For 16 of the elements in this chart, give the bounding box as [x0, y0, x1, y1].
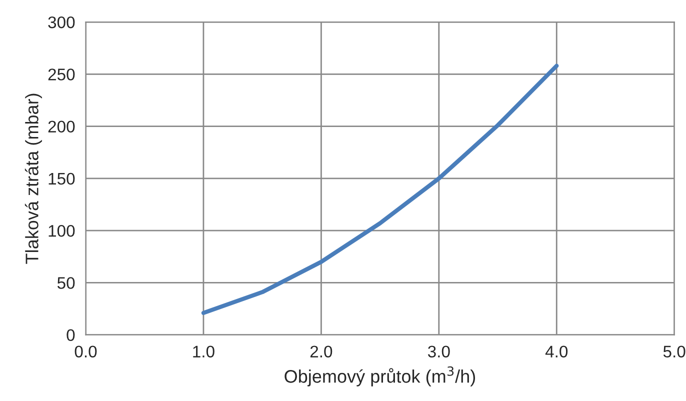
y-tick-label: 0	[66, 329, 75, 342]
x-axis-title: Objemový průtok (m$^{3}$/h)	[284, 366, 476, 386]
x-tick-label: 5.0	[663, 346, 686, 358]
y-axis-title: Tlaková ztráta (mbar)	[24, 94, 42, 264]
y-tick-label: 150	[48, 172, 75, 185]
y-tick-label: 250	[48, 68, 75, 80]
x-tick-label: 2.0	[310, 346, 332, 358]
x-tick-label: 0.0	[74, 346, 97, 358]
line-series	[201, 64, 559, 316]
y-tick-label: 200	[48, 120, 75, 133]
y-tick-label: 50	[57, 277, 75, 289]
x-tick-label: 1.0	[193, 346, 214, 358]
x-tick-label: 4.0	[545, 346, 568, 358]
x-tick-label: 3.0	[428, 346, 450, 358]
y-tick-label: 300	[48, 16, 75, 28]
y-tick-label: 100	[48, 224, 75, 237]
